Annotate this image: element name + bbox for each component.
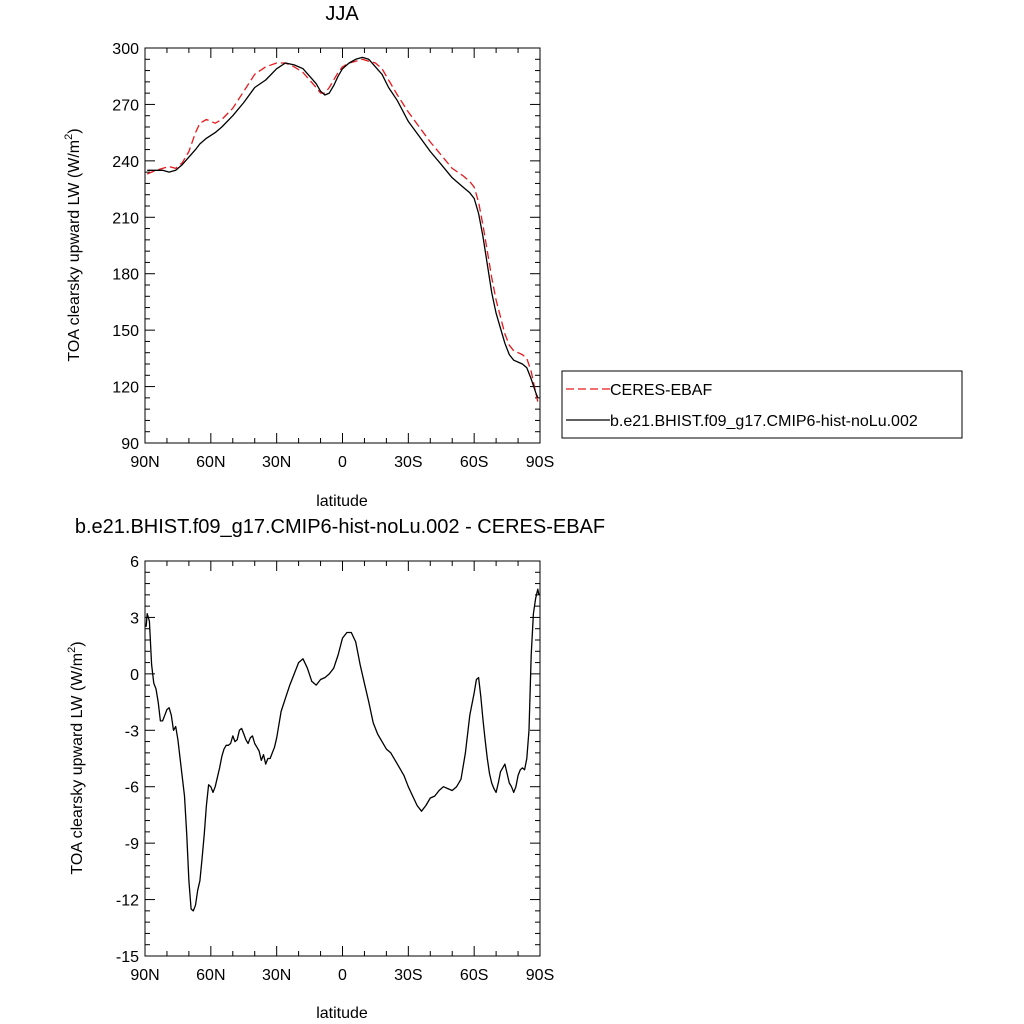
y-tick-label: -3 (125, 723, 139, 740)
y-tick-label: 270 (112, 97, 139, 114)
top-plot-frame (144, 47, 541, 444)
y-tick-label: 240 (112, 154, 139, 171)
x-tick-label: 30N (262, 967, 291, 984)
bottom-plot-frame (144, 560, 541, 957)
x-tick-label: 30S (394, 967, 422, 984)
x-tick-label: 90N (130, 967, 159, 984)
y-tick-label: 0 (130, 667, 139, 684)
y-tick-label: 6 (130, 554, 139, 571)
bottom-y-axis-label-sup: 2 (66, 647, 78, 653)
series-line-difference (145, 588, 540, 912)
y-tick-label: 180 (112, 267, 139, 284)
y-tick-label: 210 (112, 210, 139, 227)
y-tick-label: -9 (125, 836, 139, 853)
bottom-series-lines (145, 588, 540, 912)
x-tick-label: 60N (196, 967, 225, 984)
y-tick-label: -6 (125, 780, 139, 797)
bottom-chart-title: b.e21.BHIST.f09_g17.CMIP6-hist-noLu.002 … (75, 516, 605, 538)
bottom-x-axis-label: latitude (316, 1005, 368, 1022)
y-tick-label: 120 (112, 380, 139, 397)
top-y-axis-label-end: ) (66, 128, 83, 133)
y-tick-label: -15 (116, 949, 139, 966)
y-tick-label: 150 (112, 323, 139, 340)
bottom-y-axis-label-end: ) (69, 641, 86, 646)
bottom-y-axis-label-main: TOA clearsky upward LW (W/m (69, 653, 86, 875)
x-tick-label: 90N (130, 454, 159, 471)
top-panel: JJA 90N 60N 30N 0 30S 60S 90S 90 120 150 180 210 240… (63, 3, 963, 510)
x-tick-label: 90S (526, 967, 554, 984)
legend-label-model: b.e21.BHIST.f09_g17.CMIP6-hist-noLu.002 (610, 413, 918, 430)
top-y-axis-label-main: TOA clearsky upward LW (W/m (66, 140, 83, 362)
legend: CERES-EBAF b.e21.BHIST.f09_g17.CMIP6-his… (561, 370, 963, 439)
bottom-axis-ticks: 90N 60N 30N 0 30S 60S 90S -15 -12 -9 -6 -3 0 3 6 (116, 554, 554, 984)
top-chart-title: JJA (325, 3, 359, 25)
x-tick-label: 60S (460, 967, 488, 984)
legend-box (561, 370, 963, 439)
top-x-axis-label: latitude (316, 493, 368, 510)
x-tick-label: 60N (196, 454, 225, 471)
top-axis-ticks: 90N 60N 30N 0 30S 60S 90S 90 120 150 180 210 240 270 3… (112, 41, 554, 471)
x-tick-label: 30S (394, 454, 422, 471)
top-y-axis-label: TOA clearsky upward LW (W/m2) (63, 128, 83, 361)
top-series-lines (146, 56, 539, 402)
x-tick-label: 0 (338, 967, 347, 984)
x-tick-label: 0 (338, 454, 347, 471)
series-line-ceres-ebaf (146, 58, 539, 402)
bottom-panel: b.e21.BHIST.f09_g17.CMIP6-hist-noLu.002 … (66, 516, 605, 1022)
y-tick-label: 3 (130, 610, 139, 627)
y-tick-label: -12 (116, 893, 139, 910)
legend-label-ceres: CERES-EBAF (610, 382, 712, 399)
bottom-y-axis-label: TOA clearsky upward LW (W/m2) (66, 641, 86, 874)
top-y-axis-label-sup: 2 (63, 134, 75, 140)
x-tick-label: 60S (460, 454, 488, 471)
series-line-b-e21-bhist-f09-g17-cmip6-hist-nolu-002 (147, 56, 539, 399)
x-tick-label: 30N (262, 454, 291, 471)
y-tick-label: 90 (121, 436, 139, 453)
y-tick-label: 300 (112, 41, 139, 58)
x-tick-label: 90S (526, 454, 554, 471)
